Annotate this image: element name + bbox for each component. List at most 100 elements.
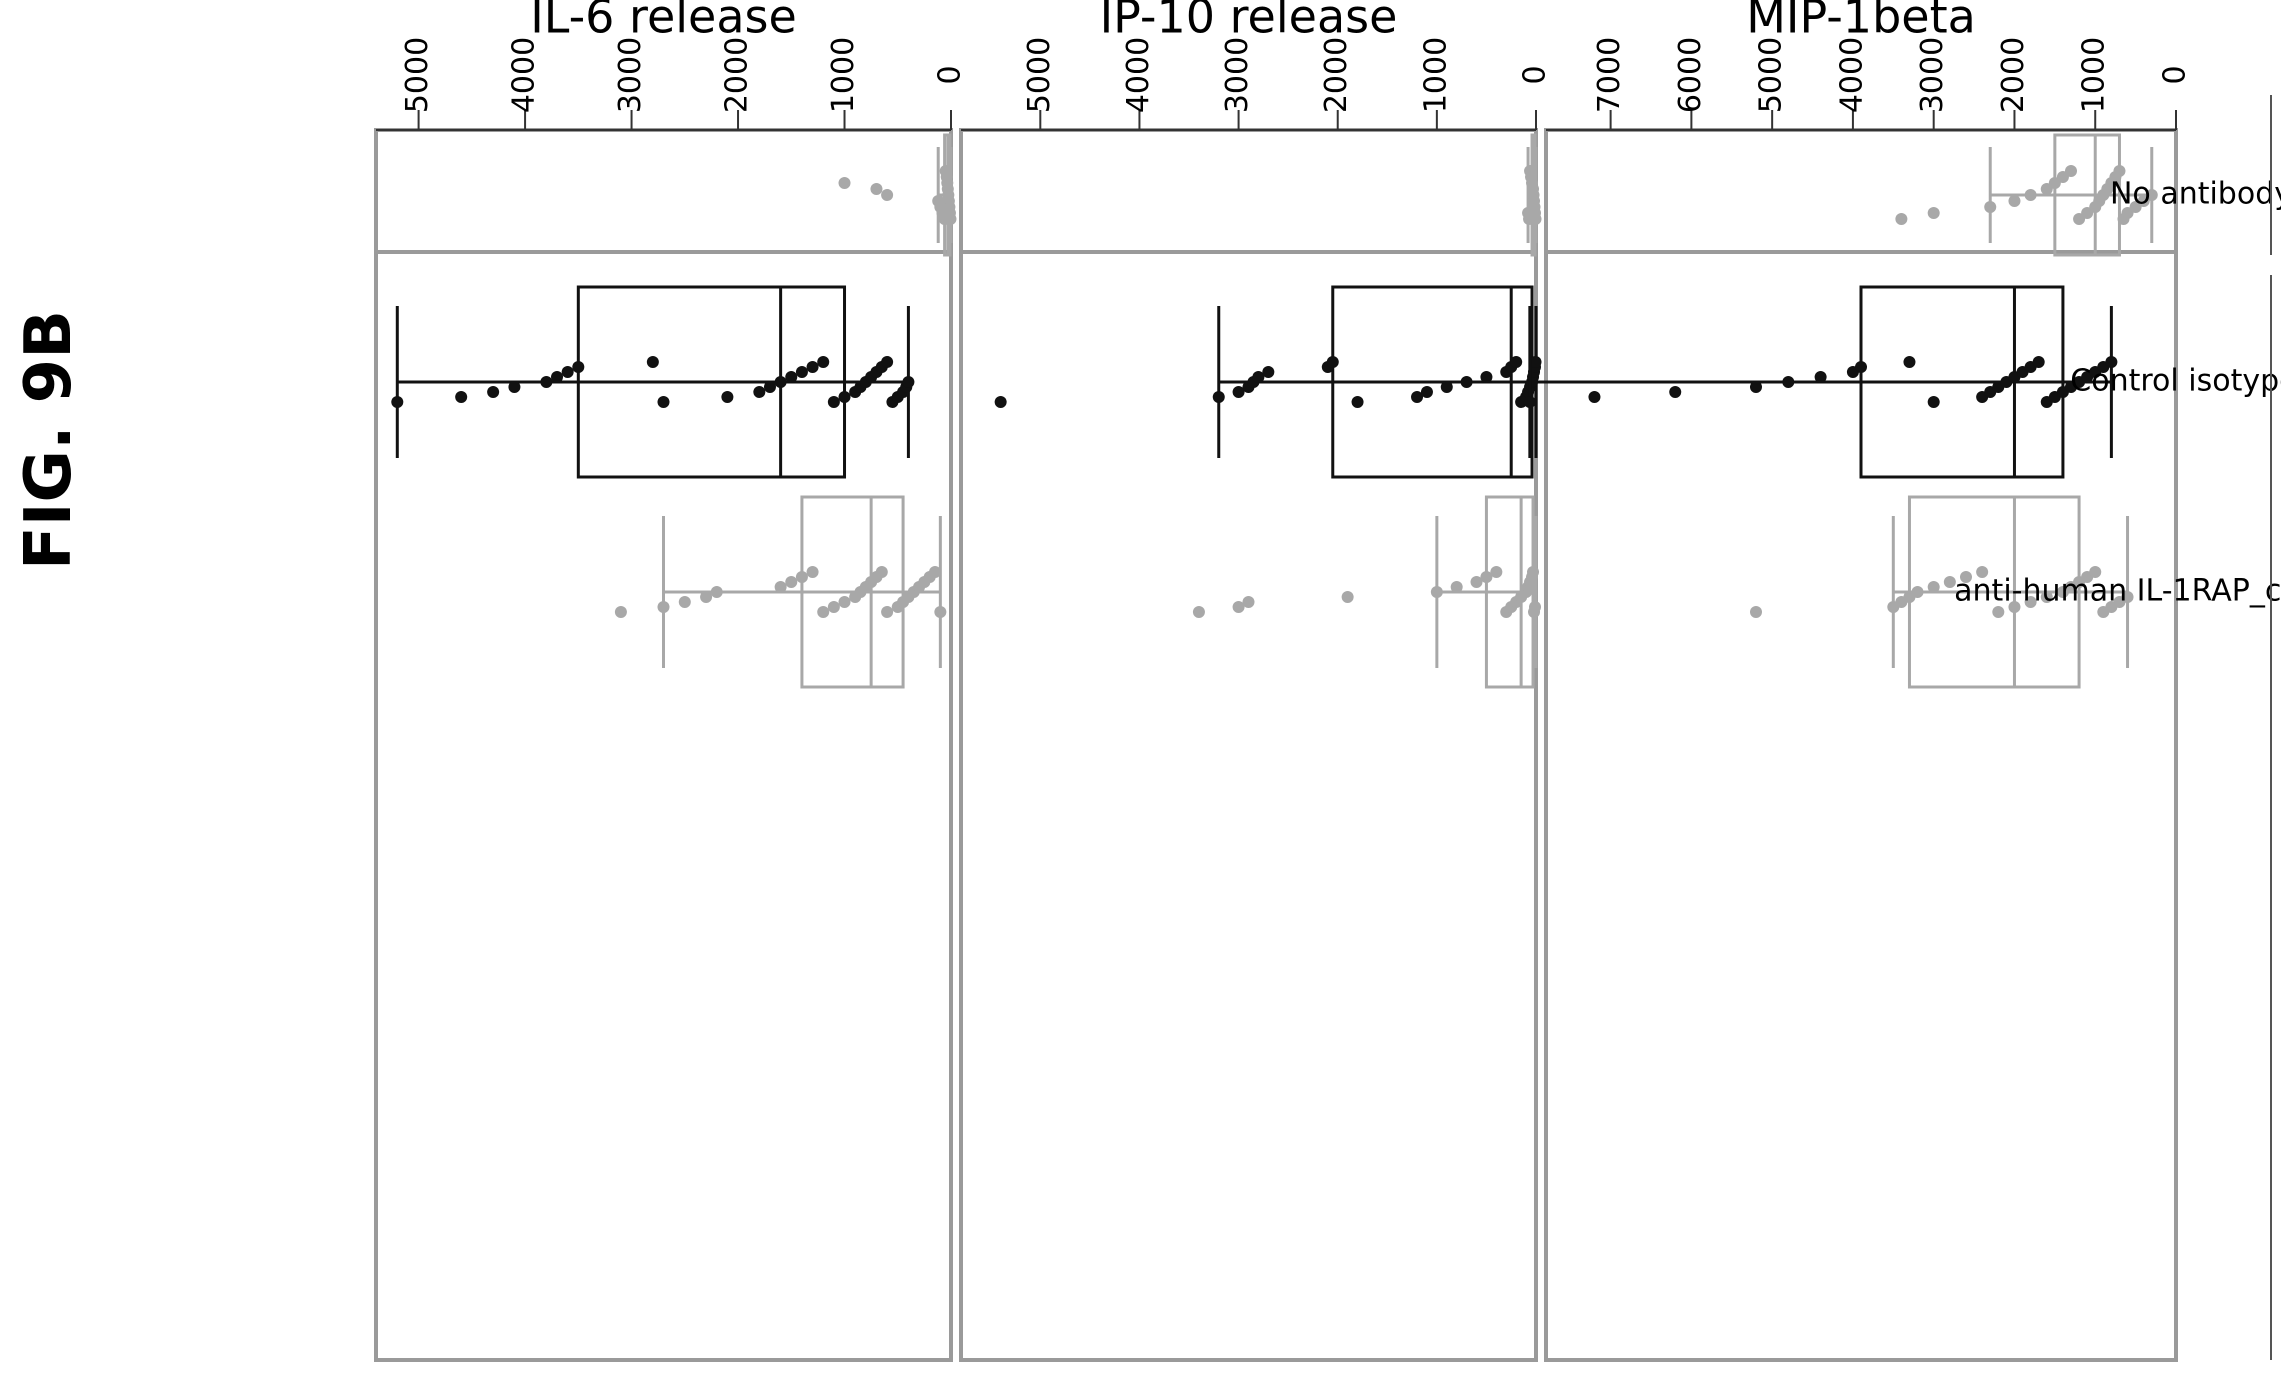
- data-point: [806, 566, 819, 578]
- data-point: [1212, 391, 1225, 403]
- data-point: [1529, 356, 1542, 368]
- data-point: [1943, 576, 1956, 588]
- tick-label: 0: [2158, 65, 2193, 84]
- data-point: [838, 391, 851, 403]
- tick-label: 2000: [720, 37, 755, 113]
- data-point: [2024, 189, 2037, 201]
- data-point: [763, 381, 776, 393]
- data-point: [2032, 356, 2045, 368]
- value-axis: 0 1000 2000 3000 4000 5000: [376, 37, 968, 131]
- data-point: [795, 571, 808, 583]
- data-point: [827, 396, 840, 408]
- data-point: [1242, 596, 1255, 608]
- data-point: [1927, 207, 1940, 219]
- data-point: [561, 366, 574, 378]
- data-point: [1420, 386, 1433, 398]
- data-point: [614, 606, 627, 618]
- data-point: [1524, 165, 1537, 177]
- data-point: [657, 601, 670, 613]
- data-point: [2065, 165, 2077, 177]
- category-label: anti-human IL-1RAP_candidate_1: [1954, 574, 2281, 609]
- data-point: [774, 581, 787, 593]
- data-point: [785, 576, 798, 588]
- data-point: [540, 376, 553, 388]
- series-0: [1895, 133, 2158, 257]
- value-axis-title: MIP-1beta: [1746, 0, 1976, 44]
- category-label: Control isotype_5: [2070, 364, 2281, 399]
- series-2: [614, 495, 947, 689]
- tick-label: 3000: [613, 37, 648, 113]
- data-point: [1927, 396, 1940, 408]
- data-point: [939, 165, 952, 177]
- tick-label: 7000: [1592, 37, 1627, 113]
- tick-label: 2000: [1319, 37, 1354, 113]
- tick-label: 5000: [1022, 37, 1057, 113]
- data-point: [881, 356, 894, 368]
- data-point: [1588, 391, 1601, 403]
- data-point: [1351, 396, 1364, 408]
- data-point: [1927, 581, 1940, 593]
- data-point: [1232, 601, 1245, 613]
- data-point: [1529, 601, 1542, 613]
- data-point: [902, 376, 915, 388]
- data-point: [806, 361, 819, 373]
- data-point: [1522, 207, 1535, 219]
- data-point: [827, 601, 840, 613]
- data-point: [838, 177, 851, 189]
- value-axis-title: IL-6 release: [530, 0, 797, 44]
- value-axis-title: IP-10 release: [1100, 0, 1398, 44]
- tick-label: 1000: [2077, 37, 2112, 113]
- series-1: [994, 285, 1542, 479]
- data-point: [700, 591, 713, 603]
- series-1: [391, 285, 915, 479]
- value-axis: 0 1000 2000 3000 4000 5000: [961, 37, 1553, 131]
- data-point: [1510, 356, 1523, 368]
- data-point: [1440, 381, 1453, 393]
- data-point: [870, 183, 883, 195]
- tick-label: 1000: [826, 37, 861, 113]
- data-point: [1430, 586, 1443, 598]
- group-labels: Untreated bloodStimulated blood: [2270, 95, 2272, 1360]
- data-point: [1341, 591, 1354, 603]
- tick-label: 3000: [1220, 37, 1255, 113]
- data-point: [1992, 606, 2005, 618]
- data-point: [838, 596, 851, 608]
- data-point: [2105, 356, 2118, 368]
- box: [1484, 495, 1535, 689]
- data-point: [1460, 376, 1473, 388]
- data-point: [1960, 571, 1972, 583]
- data-point: [2145, 189, 2158, 201]
- box: [1859, 285, 2065, 479]
- data-point: [994, 396, 1007, 408]
- data-point: [1750, 381, 1762, 393]
- data-point: [1814, 371, 1827, 383]
- tick-label: 6000: [1673, 37, 1708, 113]
- category-label: No antibody: [2110, 177, 2281, 212]
- data-point: [1911, 586, 1924, 598]
- data-point: [881, 606, 894, 618]
- data-point: [2089, 566, 2102, 578]
- series-0: [1522, 133, 1542, 257]
- data-point: [1470, 576, 1483, 588]
- data-point: [1450, 581, 1463, 593]
- data-point: [1855, 361, 1867, 373]
- data-point: [551, 371, 564, 383]
- data-point: [2113, 165, 2126, 177]
- data-point: [1480, 371, 1493, 383]
- data-point: [508, 381, 521, 393]
- data-point: [2040, 591, 2053, 603]
- data-point: [1192, 606, 1205, 618]
- data-point: [710, 586, 723, 598]
- data-point: [721, 391, 734, 403]
- data-point: [2008, 601, 2021, 613]
- data-point: [1895, 213, 1908, 225]
- tick-label: 0: [1518, 65, 1553, 84]
- box: [1331, 285, 1534, 479]
- data-point: [929, 566, 942, 578]
- data-point: [487, 386, 500, 398]
- data-point: [1480, 571, 1493, 583]
- data-point: [1232, 386, 1245, 398]
